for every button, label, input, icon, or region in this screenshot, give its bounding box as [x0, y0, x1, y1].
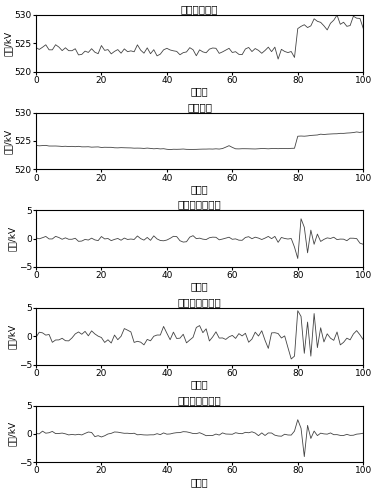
Title: 第四层单支重构: 第四层单支重构: [178, 395, 221, 405]
X-axis label: 采样点: 采样点: [191, 281, 208, 292]
Y-axis label: 电压/kV: 电压/kV: [8, 324, 17, 349]
Title: 输入故障信号: 输入故障信号: [181, 4, 218, 14]
X-axis label: 采样点: 采样点: [191, 379, 208, 389]
Y-axis label: 电压/kV: 电压/kV: [4, 129, 13, 154]
Y-axis label: 电压/kV: 电压/kV: [8, 226, 17, 251]
Y-axis label: 电压/kV: 电压/kV: [4, 31, 13, 56]
X-axis label: 采样点: 采样点: [191, 86, 208, 96]
Title: 第三层单支重构: 第三层单支重构: [178, 297, 221, 307]
X-axis label: 采样点: 采样点: [191, 184, 208, 194]
Title: 第二层单支重构: 第二层单支重构: [178, 199, 221, 210]
Title: 去噪信号: 去噪信号: [187, 102, 212, 112]
X-axis label: 采样点: 采样点: [191, 477, 208, 487]
Y-axis label: 电压/kV: 电压/kV: [8, 421, 17, 446]
